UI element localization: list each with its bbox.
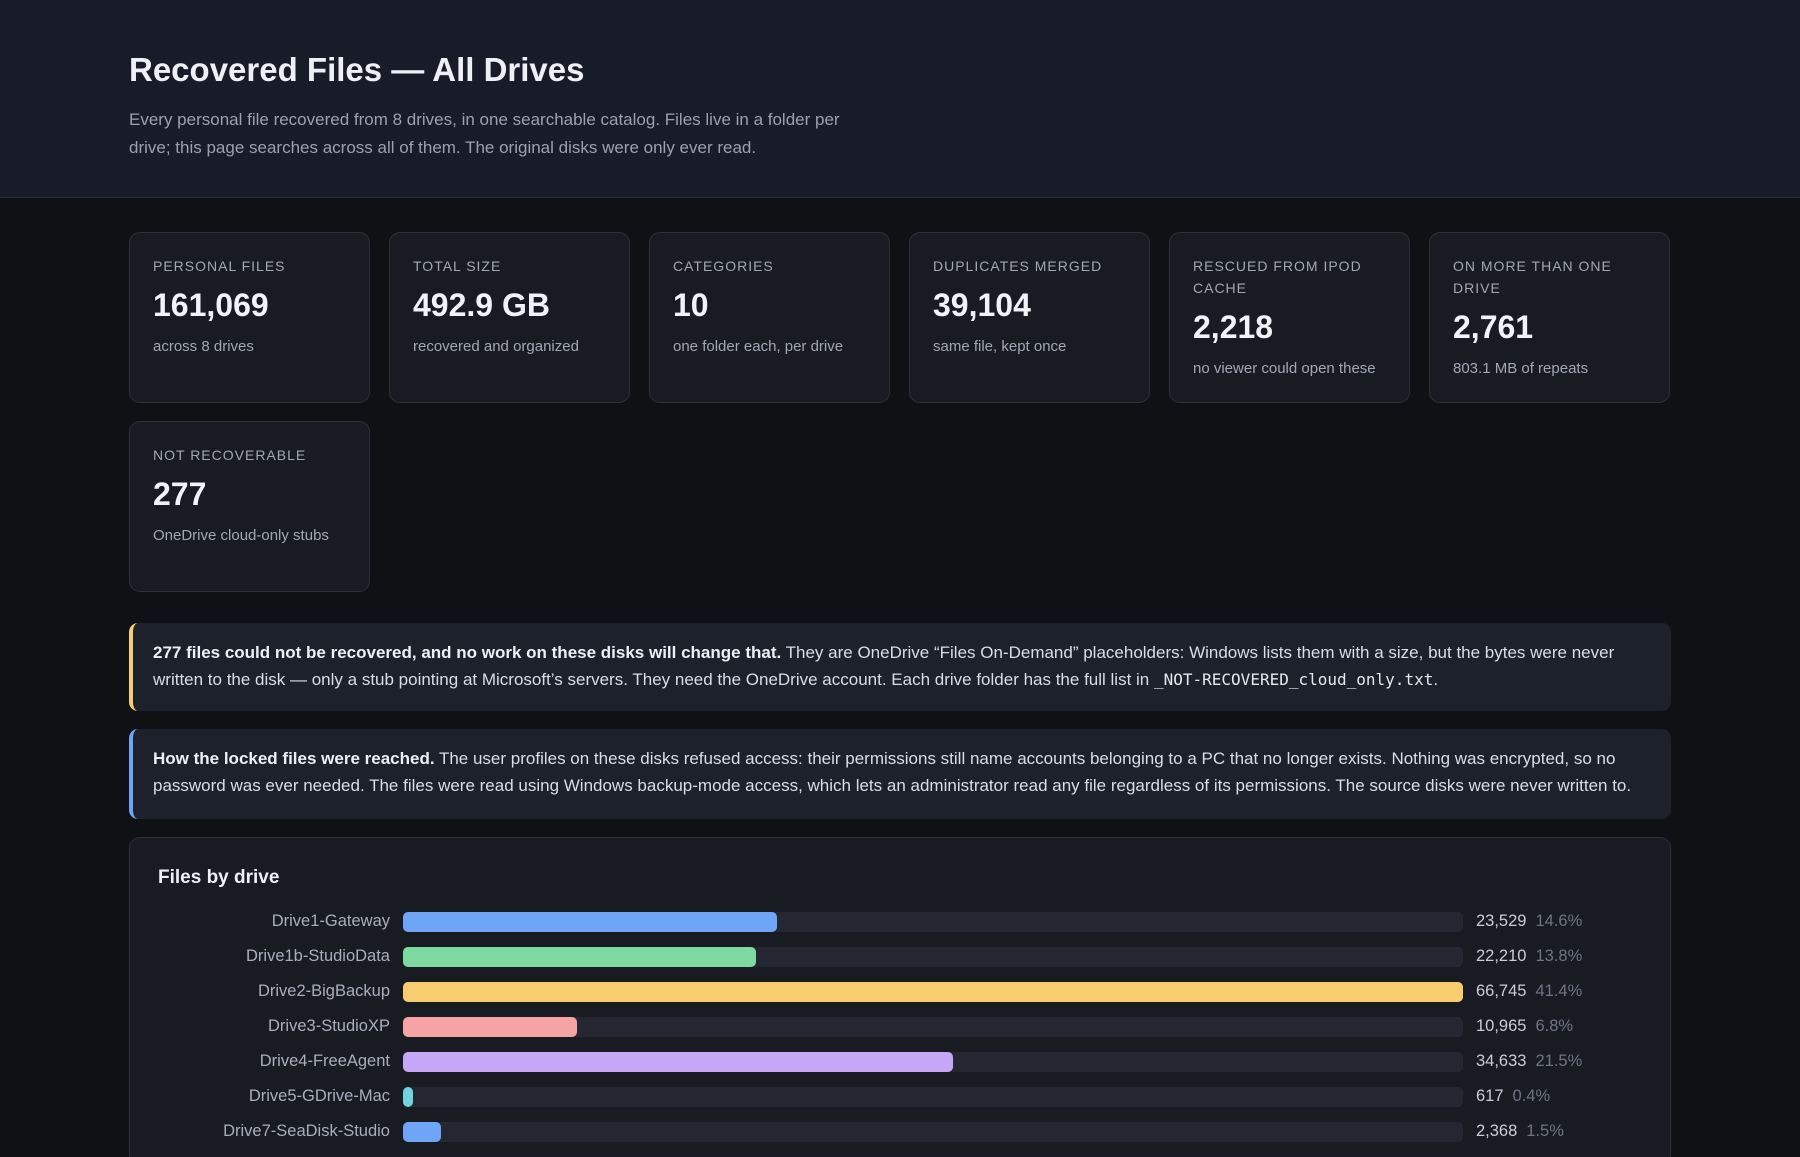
stat-sub: across 8 drives [153, 338, 254, 355]
stat-card-duplicates: DUPLICATES MERGED 39,104 same file, kept… [909, 232, 1150, 403]
drive-bar-chart: Drive1-Gateway 23,529 14.6% Drive1b-StudioD… [158, 904, 1642, 1149]
stat-card-personal-files: PERSONAL FILES 161,069 across 8 drives [129, 232, 370, 403]
stat-sub: 803.1 MB of repeats [1453, 360, 1589, 377]
stat-label: ON MORE THAN ONE DRIVE [1453, 258, 1612, 296]
bar-track [403, 946, 1463, 967]
chart-row: Drive1b-StudioData 22,210 13.8% [158, 939, 1642, 974]
bar [403, 981, 1463, 1002]
notice-text: The user profiles on these disks refused… [153, 749, 1632, 795]
percent-label: 0.4% [1512, 1087, 1551, 1105]
bar [403, 1086, 413, 1107]
chart-title: Files by drive [158, 867, 280, 888]
stat-value: 2,761 [1453, 309, 1534, 345]
stat-value: 2,218 [1193, 309, 1274, 345]
stat-card-not-recoverable: NOT RECOVERABLE 277 OneDrive cloud-only … [129, 421, 370, 592]
category-label: Drive1b-StudioData [246, 947, 390, 965]
stat-sub: recovered and organized [413, 338, 579, 355]
chart-row: Drive3-StudioXP 10,965 6.8% [158, 1009, 1642, 1044]
notice-text: They are OneDrive “Files On-Demand” plac… [153, 643, 1615, 689]
bar [403, 911, 777, 932]
bar-track [403, 1086, 1463, 1107]
chart-row: Drive7-SeaDisk-Studio 2,368 1.5% [158, 1114, 1642, 1149]
chart-row: Drive4-FreeAgent 34,633 21.5% [158, 1044, 1642, 1079]
bar-track [403, 1016, 1463, 1037]
page-title: Recovered Files — All Drives [129, 51, 585, 88]
bar-track [403, 981, 1463, 1002]
files-by-drive-panel: Files by drive Drive1-Gateway 23,529 14.6%… [129, 837, 1671, 1157]
stat-sub: OneDrive cloud-only stubs [153, 527, 329, 544]
stat-sub: no viewer could open these [1193, 360, 1376, 377]
value-label: 23,529 [1476, 912, 1527, 930]
bar-track [403, 1051, 1463, 1072]
category-label: Drive2-BigBackup [257, 982, 390, 1000]
category-label: Drive4-FreeAgent [259, 1052, 390, 1070]
page-description: Every personal file recovered from 8 dri… [129, 110, 840, 157]
notice-heading: How the locked files were reached. [153, 749, 435, 768]
percent-label: 6.8% [1535, 1017, 1574, 1035]
stat-card-multi-drive: ON MORE THAN ONE DRIVE 2,761 803.1 MB of… [1429, 232, 1670, 403]
category-label: Drive5-GDrive-Mac [248, 1087, 390, 1105]
chart-row: Drive2-BigBackup 66,745 41.4% [158, 974, 1642, 1009]
chart-row: Drive5-GDrive-Mac 617 0.4% [158, 1079, 1642, 1114]
percent-label: 41.4% [1535, 982, 1583, 1000]
stat-card-ipod-cache: RESCUED FROM IPOD CACHE 2,218 no viewer … [1169, 232, 1410, 403]
stat-label: RESCUED FROM IPOD CACHE [1193, 258, 1362, 296]
percent-label: 21.5% [1535, 1052, 1583, 1070]
bar-track [403, 911, 1463, 932]
chart-row: Drive1-Gateway 23,529 14.6% [158, 904, 1642, 939]
stat-label: PERSONAL FILES [153, 258, 286, 274]
main-content: PERSONAL FILES 161,069 across 8 drives T… [0, 198, 1800, 1157]
value-label: 66,745 [1476, 982, 1527, 1000]
stat-value: 277 [153, 476, 207, 512]
stat-value: 39,104 [933, 287, 1031, 323]
notice-heading: 277 files could not be recovered, and no… [153, 643, 782, 662]
category-label: Drive7-SeaDisk-Studio [223, 1122, 390, 1140]
stat-value: 492.9 GB [413, 287, 550, 323]
stat-value: 161,069 [153, 287, 269, 323]
value-label: 617 [1476, 1087, 1504, 1105]
stats-cards: PERSONAL FILES 161,069 across 8 drives T… [129, 232, 1671, 592]
bar [403, 1016, 578, 1037]
value-label: 10,965 [1476, 1017, 1527, 1035]
stat-sub: one folder each, per drive [673, 338, 844, 355]
percent-label: 13.8% [1535, 947, 1583, 965]
bar [403, 946, 756, 967]
bar [403, 1051, 954, 1072]
category-label: Drive1-Gateway [271, 912, 390, 930]
value-label: 22,210 [1476, 947, 1527, 965]
stat-card-categories: CATEGORIES 10 one folder each, per drive [649, 232, 890, 403]
stat-label: DUPLICATES MERGED [933, 258, 1103, 274]
notice-end: . [1433, 670, 1439, 689]
percent-label: 14.6% [1535, 912, 1583, 930]
locked-files-notice: How the locked files were reached. The u… [129, 729, 1671, 819]
stat-label: NOT RECOVERABLE [153, 447, 307, 463]
stat-sub: same file, kept once [933, 338, 1067, 355]
stat-value: 10 [673, 287, 709, 323]
bar-track [403, 1121, 1463, 1142]
value-label: 34,633 [1476, 1052, 1527, 1070]
not-recovered-notice: 277 files could not be recovered, and no… [129, 623, 1671, 711]
bar [403, 1121, 441, 1142]
category-label: Drive3-StudioXP [268, 1017, 390, 1035]
page-header: Recovered Files — All Drives Every perso… [0, 0, 1800, 198]
stat-label: TOTAL SIZE [413, 258, 502, 274]
value-label: 2,368 [1476, 1122, 1518, 1140]
notice-filename: _NOT-RECOVERED_cloud_only.txt [1153, 670, 1434, 689]
stat-label: CATEGORIES [673, 258, 774, 274]
stat-card-total-size: TOTAL SIZE 492.9 GB recovered and organi… [389, 232, 630, 403]
percent-label: 1.5% [1526, 1122, 1564, 1140]
